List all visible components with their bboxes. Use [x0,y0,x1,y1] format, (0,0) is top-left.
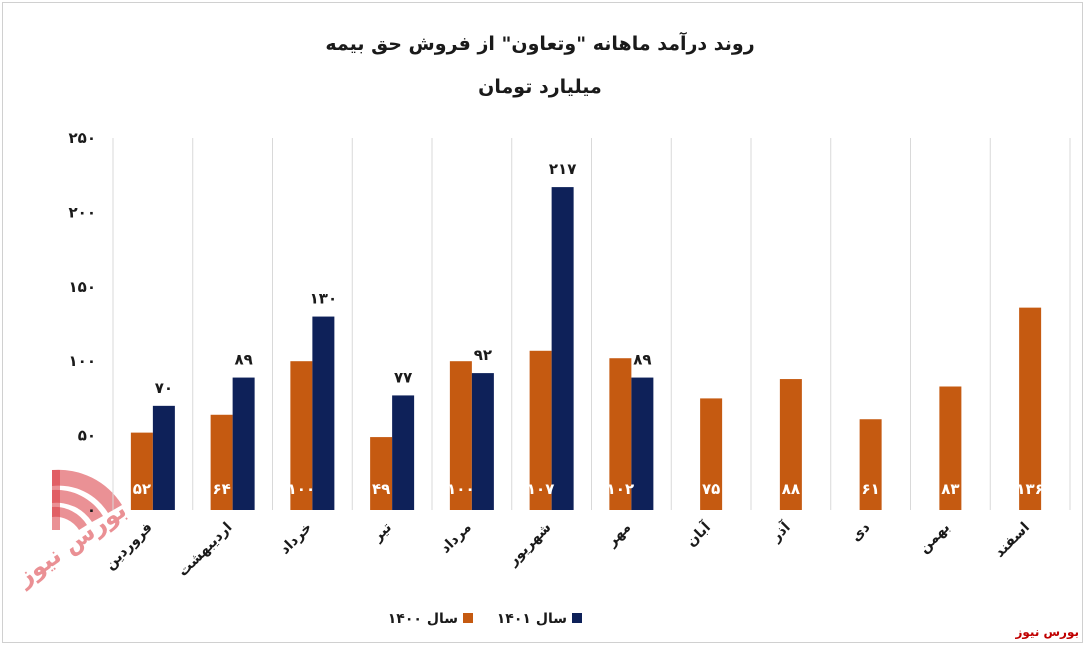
bar-1400 [290,361,313,510]
x-tick-label: بهمن [916,520,953,557]
x-tick-label: آذر [766,517,794,545]
data-label-1401: ۹۲ [474,346,492,364]
bar-1400 [449,361,472,510]
data-labels: ۵۲ ۷۰ ۶۴ ۸۹ ۱۰۰ ۱۳۰ ۴۹ ۷۷ ۱۰۰ ۹۲ ۱۰۷ ۲۱۷ ۱۰۲ ۸۹ ۷۵ ۸۸ ۶۱… [133,160,1044,498]
y-tick-label: ۰ [87,501,96,519]
legend-label-1401: سال ۱۴۰۱ [497,611,567,627]
chart-subtitle: میلیارد تومان [478,76,602,98]
bar-1400 [609,358,632,510]
y-tick-label: ۱۰۰ [69,352,96,370]
bar-1400 [859,419,882,510]
x-tick-label: اردیبهشت [175,520,235,580]
y-tick-label: ۲۵۰ [69,129,96,147]
x-tick-label: دی [848,520,873,545]
legend: سال ۱۴۰۱ سال ۱۴۰۰ [388,611,582,627]
data-label-1400: ۸۸ [782,480,800,498]
data-label-1400: ۵۲ [133,480,151,498]
bar-1400 [210,414,233,510]
legend-label-1400: سال ۱۴۰۰ [388,611,458,627]
y-tick-label: ۱۵۰ [69,278,96,296]
data-label-1400: ۸۳ [941,480,959,498]
y-tick-label: ۵۰ [78,427,96,445]
bar-1401 [551,187,574,510]
bar-1400 [779,379,802,510]
data-label-1401: ۷۰ [155,379,173,397]
bar-1400 [130,432,153,510]
bar-1400 [1019,307,1042,510]
bar-1401 [392,395,415,510]
data-label-1401: ۱۳۰ [310,290,337,308]
bar-1400 [700,398,723,510]
bar-1401 [152,405,175,510]
data-label-1400: ۶۴ [212,480,230,498]
bar-1400 [529,350,552,510]
bar-1400 [370,437,393,510]
x-tick-label: آبان [682,517,715,550]
watermark-text: بورس نیوز [11,496,132,592]
x-tick-label: اسفند [992,520,1033,561]
x-tick-label: خرداد [277,520,315,558]
bar-1401 [312,316,335,510]
bar-1401 [631,377,654,510]
source-label: بورس نیوز [1015,625,1079,639]
data-label-1400: ۱۰۰ [288,480,315,498]
legend-swatch-1400 [463,613,473,623]
data-label-1401: ۲۱۷ [549,160,576,178]
data-label-1400: ۶۱ [861,480,879,498]
chart-title: روند درآمد ماهانه "وتعاون" از فروش حق بی… [325,31,754,55]
bar-1400 [939,386,962,510]
x-tick-label: شهریور [504,520,554,570]
data-label-1400: ۴۹ [372,480,390,498]
bar-1401 [471,373,494,510]
y-tick-label: ۲۰۰ [69,203,96,221]
y-axis-ticks: ۰ ۵۰ ۱۰۰ ۱۵۰ ۲۰۰ ۲۵۰ [69,129,96,519]
data-label-1400: ۱۰۷ [527,480,554,498]
data-label-1400: ۷۵ [702,480,720,498]
data-label-1400: ۱۳۶ [1016,480,1043,498]
legend-swatch-1401 [572,613,582,623]
x-tick-label: تیر [369,520,395,546]
watermark-logo [52,469,122,530]
data-label-1400: ۱۰۰ [447,480,474,498]
x-tick-label: مرداد [438,520,475,557]
data-label-1401: ۸۹ [633,351,651,369]
data-label-1401: ۸۹ [234,351,252,369]
bars [130,187,1042,510]
data-label-1400: ۱۰۲ [607,480,634,498]
x-axis-ticks: فروردین اردیبهشت خرداد تیر مرداد شهریور مهر آبا… [102,517,1033,580]
x-tick-label: مهر [603,520,634,551]
grid-lines [112,138,1071,510]
data-label-1401: ۷۷ [394,368,412,386]
bar-1401 [232,377,255,510]
